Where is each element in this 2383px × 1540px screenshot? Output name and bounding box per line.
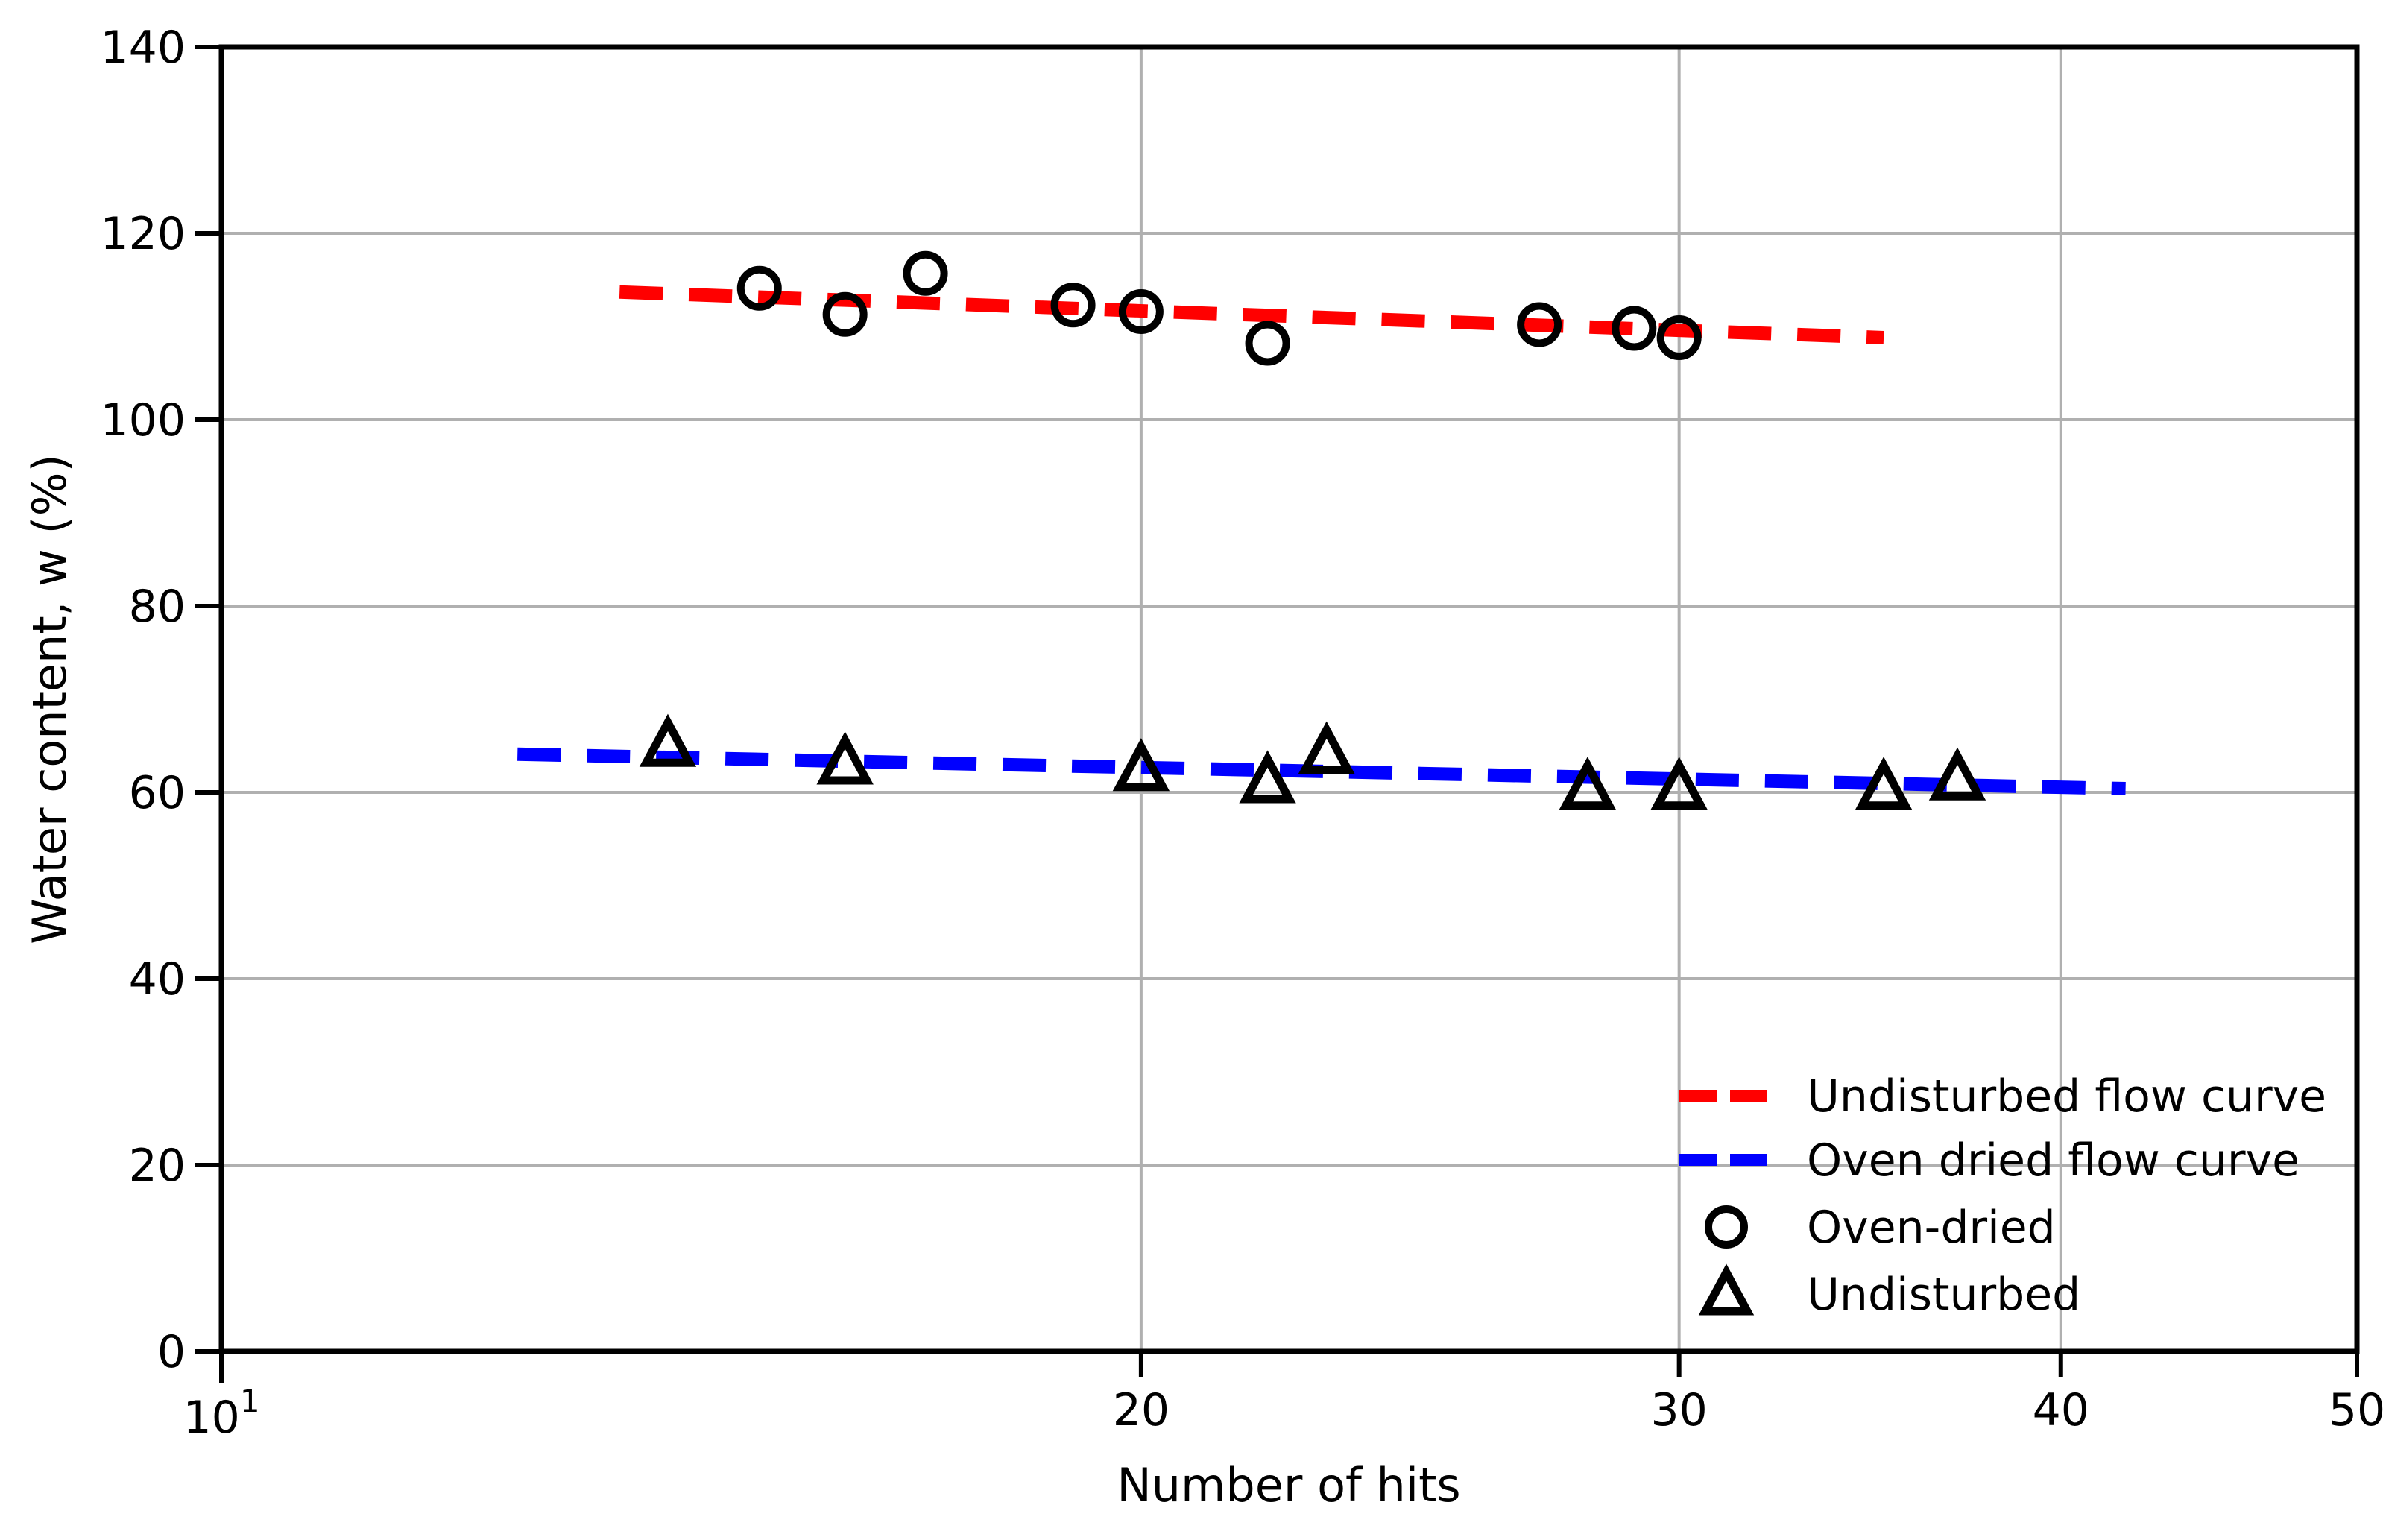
- legend-entry-undisturbed: Undisturbed: [1698, 1263, 2080, 1321]
- triangle-marker: [1559, 757, 1617, 810]
- x-axis-label: Number of hits: [1117, 1458, 1460, 1512]
- circle-marker: [1612, 306, 1657, 351]
- y-axis-label: Water content, w (%): [22, 454, 77, 944]
- y-tick-label-0: 0: [157, 1326, 186, 1378]
- data-series: [517, 250, 2126, 810]
- circle-marker: [1050, 283, 1096, 328]
- series-oven-dried: [736, 250, 1702, 366]
- circle-marker: [736, 265, 782, 311]
- y-tick-label-100: 100: [100, 394, 186, 446]
- triangle-marker: [1928, 747, 1986, 801]
- x-tick-label-30: 30: [1650, 1384, 1707, 1436]
- x-tick-label-10: 101: [183, 1383, 259, 1444]
- x-tick-label-20: 20: [1113, 1384, 1170, 1436]
- legend: Undisturbed flow curve Oven dried flow cu…: [1679, 1070, 2326, 1321]
- legend-label-undisturbed: Undisturbed: [1807, 1269, 2080, 1321]
- triangle-marker: [1650, 757, 1708, 810]
- legend-entry-oven-dried-flow-curve: Oven dried flow curve: [1679, 1135, 2300, 1187]
- circle-marker: [1656, 315, 1702, 360]
- axes: [195, 44, 2360, 1383]
- y-tick-label-40: 40: [129, 953, 186, 1006]
- tick-labels: 0 20 40 60 80 100 120 140 101 20 30 40 50: [100, 22, 2383, 1444]
- legend-entry-oven-dried: Oven-dried: [1705, 1202, 2056, 1254]
- triangle-marker: [1239, 750, 1296, 804]
- circle-marker: [1118, 289, 1164, 334]
- triangle-marker: [1298, 721, 1355, 774]
- y-tick-label-80: 80: [129, 581, 186, 633]
- legend-triangle-sample: [1698, 1263, 1755, 1316]
- x-tick-label-50: 50: [2329, 1384, 2383, 1436]
- triangle-marker: [816, 731, 874, 785]
- legend-circle-sample: [1705, 1205, 1748, 1249]
- triangle-marker: [1855, 757, 1913, 810]
- y-tick-label-140: 140: [100, 22, 186, 74]
- legend-label-oven-dried: Oven-dried: [1807, 1202, 2056, 1254]
- circle-marker: [1517, 302, 1562, 347]
- legend-label-oven-dried-flow-curve: Oven dried flow curve: [1807, 1135, 2300, 1187]
- circle-marker: [822, 291, 868, 337]
- plot-border: [218, 44, 2360, 1354]
- circle-marker: [1245, 321, 1290, 366]
- x-tick-label-40: 40: [2033, 1384, 2089, 1436]
- circle-marker: [903, 250, 948, 296]
- legend-entry-undisturbed-flow-curve: Undisturbed flow curve: [1679, 1070, 2326, 1123]
- y-tick-label-20: 20: [129, 1140, 186, 1192]
- y-tick-label-60: 60: [129, 767, 186, 819]
- y-tick-label-120: 120: [100, 208, 186, 260]
- legend-label-undisturbed-flow-curve: Undisturbed flow curve: [1807, 1070, 2326, 1123]
- triangle-marker: [1112, 738, 1170, 792]
- series-undisturbed: [639, 713, 1986, 810]
- triangle-marker: [639, 713, 697, 767]
